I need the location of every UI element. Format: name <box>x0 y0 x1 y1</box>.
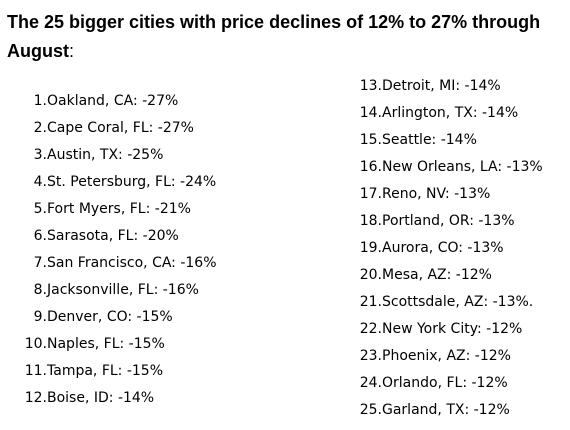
list-item: 18. Portland, OR: -13% <box>345 208 543 235</box>
list-item: 12. Boise, ID: -14% <box>10 385 217 412</box>
list-item: 20. Mesa, AZ: -12% <box>345 262 543 289</box>
list-item-text: St. Petersburg, FL: -24% <box>47 174 217 190</box>
list-item-number: 14. <box>359 105 382 121</box>
list-item-text: New York City: -12% <box>382 321 523 337</box>
list-item-number: 11. <box>24 363 47 379</box>
heading-colon: : <box>69 41 75 61</box>
list-item-text: Cape Coral, FL: -27% <box>47 120 194 136</box>
list-item-number: 6. <box>33 228 47 244</box>
list-item-number: 13. <box>359 78 382 94</box>
list-item-number: 15. <box>359 132 382 148</box>
list-item: 2. Cape Coral, FL: -27% <box>10 115 217 142</box>
list-item: 22. New York City: -12% <box>345 316 543 343</box>
page-heading: The 25 bigger cities with price declines… <box>7 8 567 66</box>
list-item-text: Tampa, FL: -15% <box>47 363 164 379</box>
list-item-number: 22. <box>359 321 382 337</box>
list-item-text: Phoenix, AZ: -12% <box>382 348 511 364</box>
list-item: 13. Detroit, MI: -14% <box>345 73 543 100</box>
list-item: 8. Jacksonville, FL: -16% <box>10 277 217 304</box>
list-item: 10. Naples, FL: -15% <box>10 331 217 358</box>
list-item-number: 9. <box>33 309 47 325</box>
list-item-text: Arlington, TX: -14% <box>382 105 519 121</box>
list-item-number: 4. <box>33 174 47 190</box>
list-item-text: Mesa, AZ: -12% <box>382 267 492 283</box>
list-item-text: Orlando, FL: -12% <box>382 375 508 391</box>
list-item-number: 2. <box>33 120 47 136</box>
list-item-text: Garland, TX: -12% <box>382 402 510 418</box>
list-item-text: Detroit, MI: -14% <box>382 78 501 94</box>
list-item-number: 3. <box>33 147 47 163</box>
list-item-text: Scottsdale, AZ: -13%. <box>382 294 534 310</box>
list-item-number: 10. <box>24 336 47 352</box>
list-item-text: Portland, OR: -13% <box>382 213 515 229</box>
list-item: 1. Oakland, CA: -27% <box>10 88 217 115</box>
list-item-text: Reno, NV: -13% <box>382 186 491 202</box>
list-item-number: 25. <box>359 402 382 418</box>
list-item-number: 20. <box>359 267 382 283</box>
list-item: 15. Seattle: -14% <box>345 127 543 154</box>
list-item-text: Seattle: -14% <box>382 132 477 148</box>
list-item: 25. Garland, TX: -12% <box>345 397 543 424</box>
list-item: 4. St. Petersburg, FL: -24% <box>10 169 217 196</box>
heading-text: The 25 bigger cities with price declines… <box>7 12 541 61</box>
list-item-number: 19. <box>359 240 382 256</box>
list-item-number: 5. <box>33 201 47 217</box>
list-item-number: 23. <box>359 348 382 364</box>
list-item: 19. Aurora, CO: -13% <box>345 235 543 262</box>
list-item: 16. New Orleans, LA: -13% <box>345 154 543 181</box>
list-item-number: 24. <box>359 375 382 391</box>
list-item: 17. Reno, NV: -13% <box>345 181 543 208</box>
list-item-number: 17. <box>359 186 382 202</box>
list-item-text: New Orleans, LA: -13% <box>382 159 543 175</box>
list-item-number: 7. <box>33 255 47 271</box>
list-item-number: 21. <box>359 294 382 310</box>
list-item-text: Oakland, CA: -27% <box>47 93 179 109</box>
list-item-text: Naples, FL: -15% <box>47 336 165 352</box>
list-item: 24. Orlando, FL: -12% <box>345 370 543 397</box>
list-item: 21. Scottsdale, AZ: -13%. <box>345 289 543 316</box>
list-item-number: 16. <box>359 159 382 175</box>
list-item-number: 18. <box>359 213 382 229</box>
list-item-text: Denver, CO: -15% <box>47 309 173 325</box>
list-item: 23. Phoenix, AZ: -12% <box>345 343 543 370</box>
list-item-text: San Francisco, CA: -16% <box>47 255 217 271</box>
list-item: 5. Fort Myers, FL: -21% <box>10 196 217 223</box>
list-item: 9. Denver, CO: -15% <box>10 304 217 331</box>
list-item-text: Boise, ID: -14% <box>47 390 155 406</box>
list-item-number: 1. <box>33 93 47 109</box>
list-item: 7. San Francisco, CA: -16% <box>10 250 217 277</box>
list-item-text: Aurora, CO: -13% <box>382 240 504 256</box>
city-list-right: 13. Detroit, MI: -14% 14. Arlington, TX: -… <box>345 73 543 424</box>
list-item-number: 8. <box>33 282 47 298</box>
list-item: 6. Sarasota, FL: -20% <box>10 223 217 250</box>
list-item-number: 12. <box>24 390 47 406</box>
city-list-left: 1. Oakland, CA: -27% 2. Cape Coral, FL: -2… <box>10 88 217 412</box>
list-item-text: Fort Myers, FL: -21% <box>47 201 191 217</box>
list-item-text: Austin, TX: -25% <box>47 147 164 163</box>
list-item: 11. Tampa, FL: -15% <box>10 358 217 385</box>
list-item: 14. Arlington, TX: -14% <box>345 100 543 127</box>
list-item-text: Sarasota, FL: -20% <box>47 228 179 244</box>
list-item-text: Jacksonville, FL: -16% <box>47 282 199 298</box>
list-item: 3. Austin, TX: -25% <box>10 142 217 169</box>
